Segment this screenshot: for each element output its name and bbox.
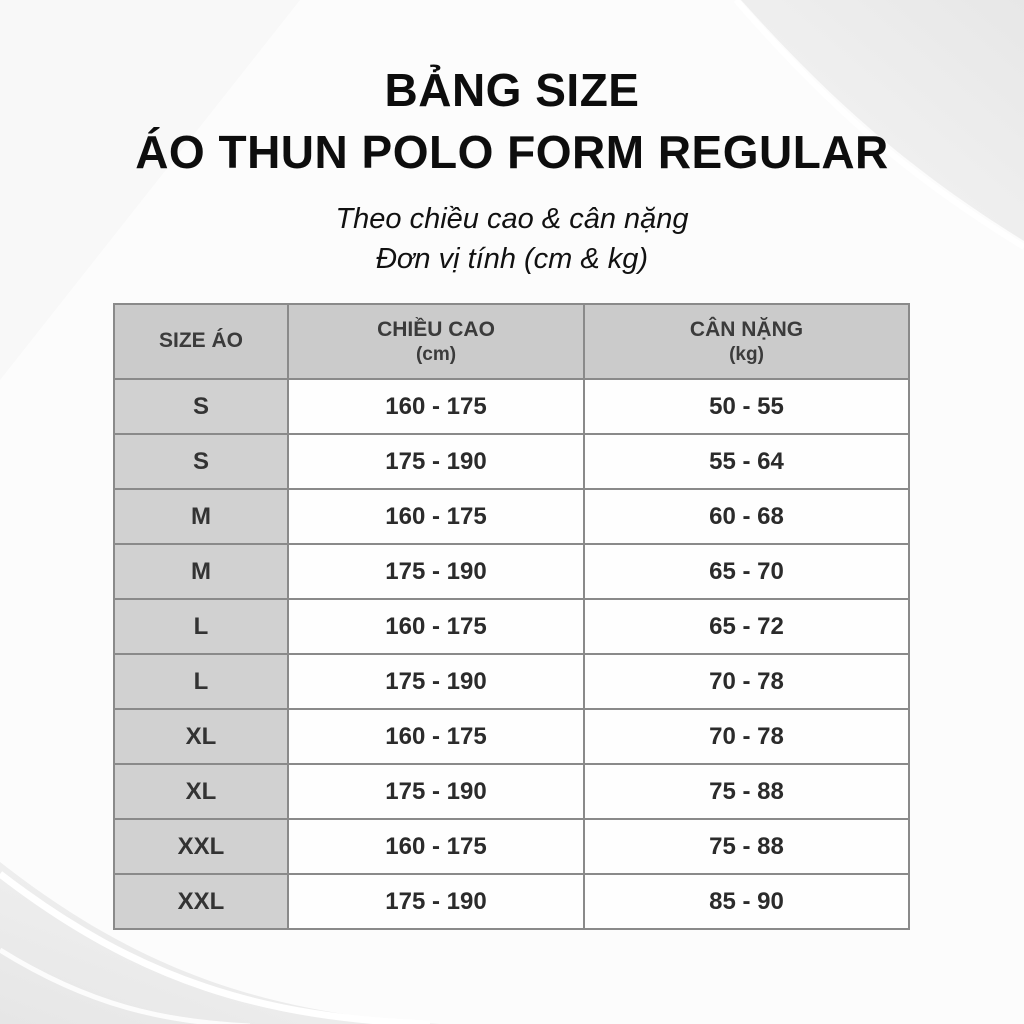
- title-line-2: ÁO THUN POLO FORM REGULAR: [135, 125, 889, 178]
- table-row: L 175 - 190 70 - 78: [113, 653, 910, 710]
- size-cell: M: [113, 543, 289, 600]
- table-row: XXL 160 - 175 75 - 88: [113, 818, 910, 875]
- height-cell: 160 - 175: [287, 708, 585, 765]
- header-height-unit: (cm): [415, 343, 457, 365]
- header-weight: CÂN NẶNG (kg): [583, 303, 910, 380]
- height-cell: 175 - 190: [287, 763, 585, 820]
- header-size: SIZE ÁO: [113, 303, 289, 380]
- size-cell: L: [113, 653, 289, 710]
- height-cell: 175 - 190: [287, 653, 585, 710]
- weight-cell: 75 - 88: [583, 818, 910, 875]
- weight-cell: 65 - 72: [583, 598, 910, 655]
- weight-cell: 70 - 78: [583, 653, 910, 710]
- weight-cell: 65 - 70: [583, 543, 910, 600]
- table-row: XXL 175 - 190 85 - 90: [113, 873, 910, 930]
- size-table: SIZE ÁO CHIỀU CAO (cm) CÂN NẶNG (kg) S 16…: [113, 303, 910, 930]
- weight-cell: 75 - 88: [583, 763, 910, 820]
- size-cell: XXL: [113, 818, 289, 875]
- weight-cell: 55 - 64: [583, 433, 910, 490]
- page-title: BẢNG SIZE ÁO THUN POLO FORM REGULAR: [0, 0, 1024, 183]
- size-cell: S: [113, 433, 289, 490]
- header-weight-unit: (kg): [729, 343, 764, 365]
- size-cell: XL: [113, 763, 289, 820]
- size-table-body: S 160 - 175 50 - 55 S 175 - 190 55 - 64 M 160 -…: [113, 378, 910, 930]
- height-cell: 175 - 190: [287, 433, 585, 490]
- table-row: XL 175 - 190 75 - 88: [113, 763, 910, 820]
- table-row: S 160 - 175 50 - 55: [113, 378, 910, 435]
- subtitle-line-2: Đơn vị tính (cm & kg): [375, 243, 649, 276]
- height-cell: 160 - 175: [287, 378, 585, 435]
- header-weight-label: CÂN NẶNG: [689, 317, 804, 341]
- size-cell: S: [113, 378, 289, 435]
- header-height-label: CHIỀU CAO: [377, 317, 495, 341]
- table-row: XL 160 - 175 70 - 78: [113, 708, 910, 765]
- weight-cell: 70 - 78: [583, 708, 910, 765]
- height-cell: 160 - 175: [287, 818, 585, 875]
- height-cell: 175 - 190: [287, 543, 585, 600]
- height-cell: 160 - 175: [287, 488, 585, 545]
- weight-cell: 60 - 68: [583, 488, 910, 545]
- size-cell: XL: [113, 708, 289, 765]
- table-row: L 160 - 175 65 - 72: [113, 598, 910, 655]
- table-row: S 175 - 190 55 - 64: [113, 433, 910, 490]
- header-height: CHIỀU CAO (cm): [287, 303, 585, 380]
- size-cell: M: [113, 488, 289, 545]
- subtitle-line-1: Theo chiều cao & cân nặng: [335, 203, 689, 236]
- size-table-header: SIZE ÁO CHIỀU CAO (cm) CÂN NẶNG (kg): [113, 303, 910, 380]
- table-row: M 175 - 190 65 - 70: [113, 543, 910, 600]
- table-row: M 160 - 175 60 - 68: [113, 488, 910, 545]
- weight-cell: 85 - 90: [583, 873, 910, 930]
- size-cell: XXL: [113, 873, 289, 930]
- header-size-label: SIZE ÁO: [158, 329, 243, 353]
- title-line-1: BẢNG SIZE: [384, 64, 640, 116]
- height-cell: 160 - 175: [287, 598, 585, 655]
- height-cell: 175 - 190: [287, 873, 585, 930]
- size-cell: L: [113, 598, 289, 655]
- header-row: SIZE ÁO CHIỀU CAO (cm) CÂN NẶNG (kg): [113, 303, 910, 380]
- page-subtitle: Theo chiều cao & cân nặng Đơn vị tính (c…: [0, 199, 1024, 279]
- weight-cell: 50 - 55: [583, 378, 910, 435]
